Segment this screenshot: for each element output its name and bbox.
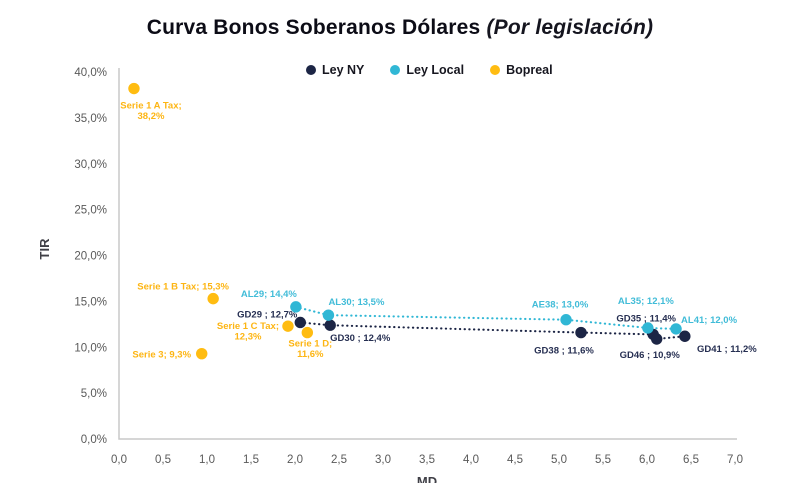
data-label-gd41: GD41 ; 11,2% (697, 344, 757, 355)
y-tick-label: 20,0% (74, 251, 107, 263)
legend-item-ley-ny: Ley NY (306, 63, 364, 77)
data-label-al29: AL29; 14,4% (241, 289, 298, 300)
chart-title-main: Curva Bonos Soberanos Dólares (146, 16, 481, 39)
series-line-ley-local (294, 305, 678, 330)
chart-title: Curva Bonos Soberanos Dólares (Por legis… (0, 16, 800, 40)
x-tick-label: 0,5 (155, 454, 171, 466)
x-tick-label: 3,5 (419, 454, 435, 466)
data-point-al30 (322, 309, 335, 321)
x-tick-label: 2,5 (331, 454, 347, 466)
data-label-al35: AL35; 12,1% (618, 296, 675, 307)
data-label-ae38: AE38; 13,0% (532, 300, 589, 311)
x-tick-label: 6,0 (639, 454, 655, 466)
x-tick-label: 5,5 (595, 454, 611, 466)
data-label-gd35: GD35 ; 11,4% (616, 313, 676, 324)
data-point-serie-1-b-tax (207, 292, 219, 305)
data-label-serie-1-d: Serie 1 D; 11,6% (288, 339, 332, 361)
y-tick-label: 30,0% (74, 159, 107, 171)
data-label-al41: AL41; 12,0% (681, 315, 738, 326)
data-point-gd38 (575, 326, 587, 339)
legend-item-ley-local: Ley Local (390, 63, 464, 77)
legend-item-bopreal: Bopreal (490, 63, 553, 77)
y-tick-label: 10,0% (74, 342, 107, 354)
data-point-gd30 (324, 319, 336, 331)
y-tick-label: 15,0% (74, 296, 107, 308)
data-point-ae38 (560, 314, 572, 326)
data-point-gd46 (650, 333, 663, 345)
x-tick-label: 4,0 (463, 454, 479, 466)
data-point-al35 (642, 322, 654, 334)
y-tick-label: 40,0% (74, 67, 107, 79)
data-point-serie-1-a-tax (128, 82, 140, 95)
x-axis-title: MD (417, 474, 437, 483)
y-axis-title: TIR (37, 238, 52, 260)
data-point-gd29 (294, 316, 306, 329)
axis-lines (118, 68, 737, 440)
x-tick-label: 7,0 (727, 454, 743, 466)
x-tick-label: 3,0 (375, 454, 391, 466)
data-point-serie-1-d (301, 326, 314, 339)
legend-label: Ley NY (322, 63, 365, 77)
legend-marker-icon (390, 65, 401, 75)
legend-label: Ley Local (406, 63, 465, 77)
data-label-serie-1-c-tax: Serie 1 C Tax; 12,3% (217, 321, 279, 343)
data-point-al41 (670, 323, 682, 335)
data-point-serie-3 (196, 347, 208, 360)
legend: Ley NY Ley Local Bopreal (306, 63, 553, 77)
legend-label: Bopreal (506, 63, 553, 77)
x-tick-label: 2,0 (287, 454, 303, 466)
x-tick-label: 4,5 (507, 454, 523, 466)
chart-title-suffix: (Por legislación) (480, 16, 654, 39)
data-label-gd46: GD46 ; 10,9% (620, 350, 681, 361)
data-point-serie-1-c-tax (282, 320, 294, 332)
y-tick-label: 0,0% (81, 434, 107, 446)
x-tick-label: 0,0 (111, 454, 127, 466)
x-tick-label: 6,5 (683, 454, 699, 466)
x-tick-label: 1,0 (199, 454, 215, 466)
data-label-serie-1-b-tax: Serie 1 B Tax; 15,3% (137, 282, 229, 293)
data-label-gd29: GD29 ; 12,7% (237, 309, 298, 320)
legend-marker-icon (306, 65, 316, 75)
data-label-serie-3: Serie 3; 9,3% (132, 350, 191, 361)
data-point-al29 (290, 301, 302, 313)
data-label-gd30: GD30 ; 12,4% (330, 333, 391, 344)
y-tick-label: 5,0% (81, 388, 107, 400)
data-label-serie-1-a-tax: Serie 1 A Tax; 38,2% (120, 101, 181, 123)
data-label-al30: AL30; 13,5% (328, 297, 385, 308)
legend-marker-icon (490, 65, 501, 75)
x-tick-label: 5,0 (551, 454, 567, 466)
data-point-gd41 (679, 330, 691, 342)
x-tick-label: 1,5 (243, 454, 259, 466)
data-label-gd38: GD38 ; 11,6% (534, 346, 594, 357)
y-tick-label: 25,0% (74, 205, 107, 217)
y-tick-label: 35,0% (74, 113, 107, 125)
